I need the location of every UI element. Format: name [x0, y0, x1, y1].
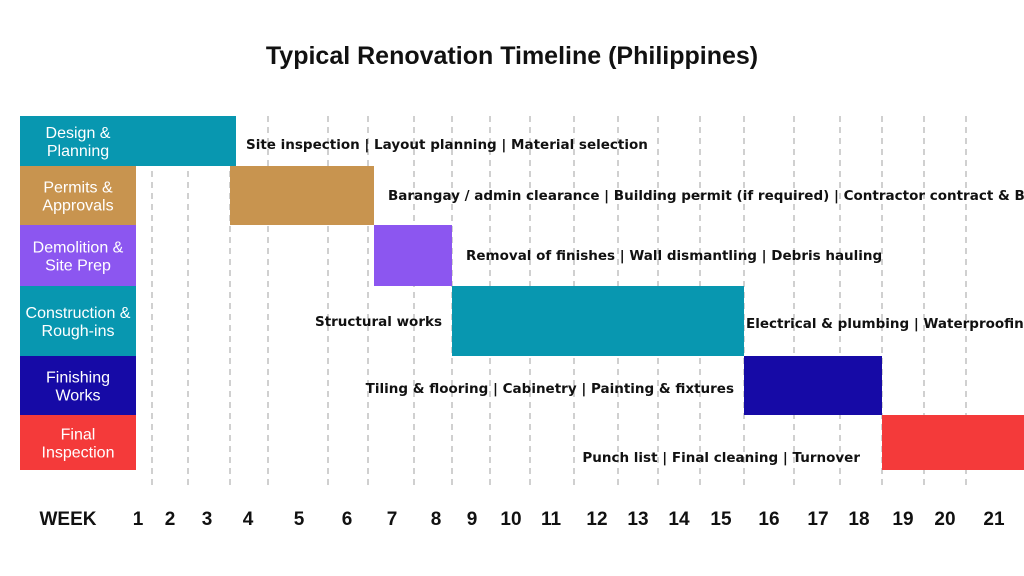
phase-label-box-construction [20, 286, 136, 356]
week-tick-label: 20 [934, 509, 955, 530]
week-tick-label: 18 [848, 509, 869, 530]
week-tick-label: 16 [758, 509, 779, 530]
week-tick-label: 6 [342, 509, 353, 530]
task-bar-finishing [744, 356, 882, 415]
phase-label-box-demolition [20, 225, 136, 286]
phase-label-final: Final [61, 427, 96, 444]
week-tick-label: 19 [892, 509, 913, 530]
week-tick-label: 4 [243, 509, 254, 530]
phase-label-permits: Approvals [42, 198, 113, 215]
task-text-final: Punch list | Final cleaning | Turnover [582, 450, 860, 466]
phase-label-box-design [20, 116, 136, 166]
week-tick-label: 12 [586, 509, 607, 530]
week-tick-label: 11 [541, 509, 562, 530]
week-tick-label: 3 [202, 509, 213, 530]
phase-label-finishing: Finishing [46, 370, 110, 387]
phase-label-construction: Construction & [26, 305, 131, 322]
week-tick-label: 15 [710, 509, 732, 530]
week-tick-label: 9 [467, 509, 478, 530]
phase-label-permits: Permits & [43, 180, 113, 197]
phase-label-design: Planning [47, 143, 109, 160]
task-text-design: Site inspection | Layout planning | Mate… [246, 137, 648, 153]
week-tick-label: 5 [294, 509, 305, 530]
task-bar-demolition [374, 225, 452, 286]
chart-title: Typical Renovation Timeline (Philippines… [265, 42, 759, 70]
week-tick-label: 14 [668, 509, 690, 530]
phase-labels: Design &Planning Permits &Approvals Demoli… [20, 116, 136, 470]
week-tick-label: 2 [165, 509, 176, 530]
phase-label-demolition: Demolition & [33, 240, 124, 257]
task-bar-permits [230, 166, 374, 225]
phase-label-box-finishing [20, 356, 136, 415]
week-tick-label: 1 [133, 509, 144, 530]
week-tick-label: 8 [431, 509, 442, 530]
task-text-construction-before: Structural works [315, 314, 442, 330]
phase-label-box-final [20, 415, 136, 470]
week-tick-label: 7 [387, 509, 398, 530]
axis-label-week: WEEK [40, 509, 97, 530]
phase-label-demolition: Site Prep [45, 258, 111, 275]
phase-label-box-permits [20, 166, 136, 225]
phase-label-final: Inspection [42, 445, 115, 462]
week-tick-label: 13 [627, 509, 648, 530]
phase-label-design: Design & [46, 125, 111, 142]
task-bars [136, 116, 1024, 470]
week-tick-label: 17 [807, 509, 828, 530]
task-text-finishing: Tiling & flooring | Cabinetry | Painting… [366, 381, 734, 397]
task-bar-construction [452, 286, 744, 356]
task-text-demolition: Removal of finishes | Wall dismantling |… [466, 248, 882, 264]
week-tick-label: 21 [983, 509, 1005, 530]
task-text-construction: Electrical & plumbing | Waterproofing [746, 316, 1024, 332]
week-tick-label: 10 [500, 509, 521, 530]
task-text-permits: Barangay / admin clearance | Building pe… [388, 188, 1024, 204]
week-axis: WEEK 1 2 3 4 5 6 7 8 9 10 11 12 13 14 15 16 17 18 19 20 21 [40, 509, 1005, 530]
phase-label-finishing: Works [55, 388, 100, 405]
task-bar-design [136, 116, 236, 166]
task-descriptions: Site inspection | Layout planning | Mate… [246, 137, 1024, 466]
phase-label-construction: Rough-ins [42, 323, 115, 340]
task-bar-final [882, 415, 1024, 470]
